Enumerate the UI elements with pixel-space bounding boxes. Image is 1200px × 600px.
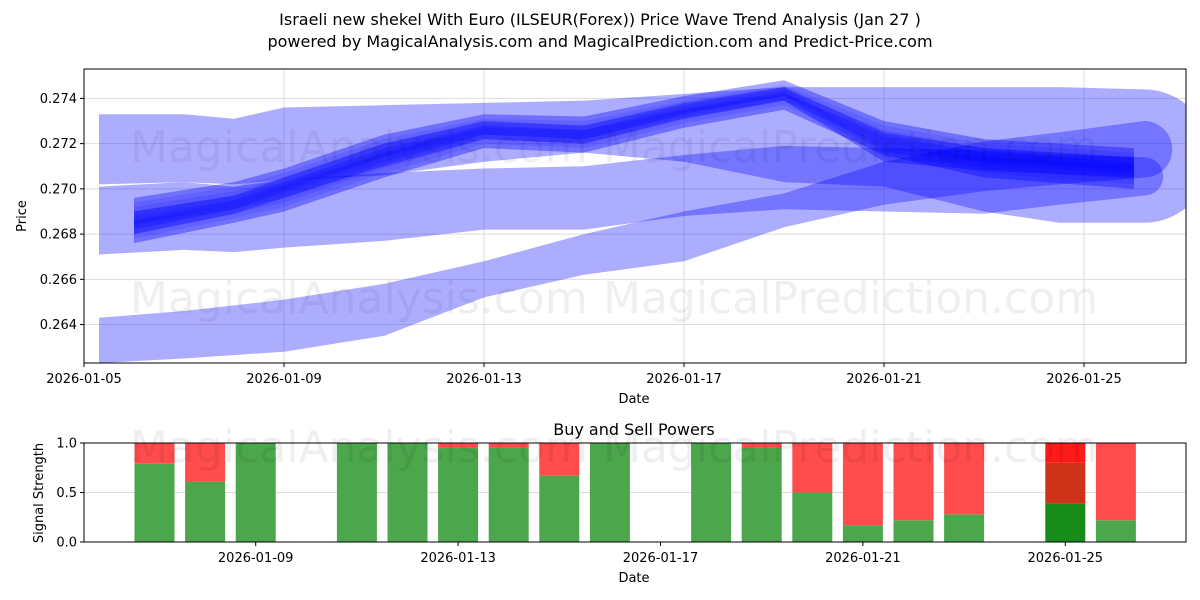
chart-canvas: MagicalAnalysis.com MagicalPrediction.com…	[0, 0, 1200, 600]
buy-segment	[944, 514, 984, 542]
buy-segment	[843, 525, 883, 542]
buy-segment	[539, 476, 579, 542]
price-y-axis: 0.264 0.266 0.268 0.270 0.272 0.274	[40, 92, 84, 333]
watermark: MagicalPrediction.com	[603, 122, 1098, 173]
price-x-tick-label: 2026-01-17	[646, 372, 722, 387]
buy-segment	[185, 482, 225, 542]
signal-y-axis-label: Signal Strength	[32, 443, 47, 543]
signal-x-tick-label: 2026-01-13	[420, 551, 496, 566]
signal-y-tick-label: 0.0	[56, 536, 77, 551]
signal-x-tick-label: 2026-01-21	[825, 551, 901, 566]
price-x-tick-label: 2026-01-25	[1046, 372, 1122, 387]
price-x-tick-label: 2026-01-05	[46, 372, 122, 387]
price-x-tick-label: 2026-01-13	[446, 372, 522, 387]
buy-segment	[792, 493, 832, 543]
signal-x-tick-label: 2026-01-17	[623, 551, 699, 566]
signal-x-tick-label: 2026-01-09	[218, 551, 294, 566]
signal-x-axis-label: Date	[618, 571, 649, 586]
price-y-tick-label: 0.270	[40, 182, 77, 197]
watermark: MagicalPrediction.com	[603, 273, 1098, 324]
price-x-axis: 2026-01-05 2026-01-09 2026-01-13 2026-01-17…	[46, 363, 1122, 387]
signal-x-axis: 2026-01-09 2026-01-13 2026-01-17 2026-01-21…	[218, 542, 1103, 566]
price-x-tick-label: 2026-01-21	[846, 372, 922, 387]
price-y-tick-label: 0.272	[40, 137, 77, 152]
watermark: MagicalAnalysis.com	[130, 273, 588, 324]
price-x-tick-label: 2026-01-09	[246, 372, 322, 387]
signal-x-tick-label: 2026-01-25	[1028, 551, 1104, 566]
price-y-axis-label: Price	[15, 200, 30, 232]
sell-segment	[1096, 443, 1136, 520]
bar-segment	[1045, 503, 1085, 542]
price-x-axis-label: Date	[618, 392, 649, 407]
price-y-tick-label: 0.264	[40, 318, 77, 333]
buy-segment	[135, 464, 175, 542]
signal-y-axis: 0.0 0.5 1.0	[56, 437, 84, 551]
buy-segment	[1096, 520, 1136, 542]
price-y-tick-label: 0.266	[40, 273, 77, 288]
buy-segment	[894, 520, 934, 542]
watermark: MagicalAnalysis.com	[130, 122, 588, 173]
price-y-tick-label: 0.274	[40, 92, 77, 107]
watermark: MagicalAnalysis.com	[130, 422, 588, 473]
signal-y-tick-label: 1.0	[56, 437, 77, 452]
signal-chart-watermarks: MagicalAnalysis.com MagicalPrediction.com	[130, 422, 1098, 473]
price-y-tick-label: 0.268	[40, 228, 77, 243]
signal-bar-2026-01-26	[1096, 443, 1136, 542]
signal-y-tick-label: 0.5	[56, 486, 77, 501]
watermark: MagicalPrediction.com	[603, 422, 1098, 473]
